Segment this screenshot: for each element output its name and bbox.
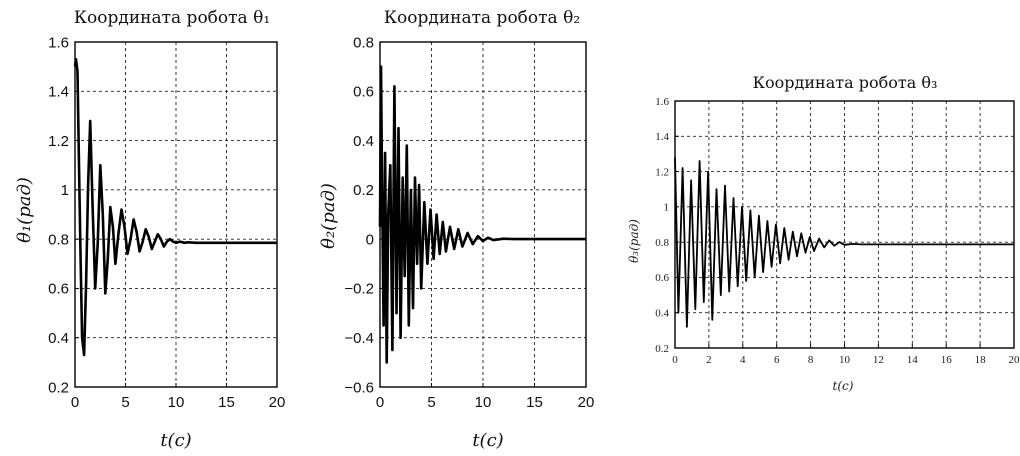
x-tick-label: 6 <box>774 354 780 366</box>
y-tick-label: −0.6 <box>344 379 374 396</box>
series-line <box>378 65 586 364</box>
series-line-0 <box>674 157 1014 328</box>
grid <box>675 101 1014 348</box>
y-tick-label: 1.6 <box>48 34 69 51</box>
y-tick-label: 0.6 <box>48 281 69 298</box>
series-line-0 <box>378 65 586 364</box>
y-tick-label: 1 <box>61 182 69 199</box>
x-tick-label: 20 <box>578 394 595 411</box>
series-line <box>674 157 1014 328</box>
x-tick-label: 0 <box>672 354 678 366</box>
x-tick-label: 14 <box>907 354 919 366</box>
chart-theta2: Координата робота θ₂ −0.6 −0.4 −0.2 0 0.2 0.4… <box>318 8 594 451</box>
y-axis-label: θ₂(рад) <box>318 183 339 249</box>
y-tick-label: 0.6 <box>353 84 374 101</box>
y-axis-label: θ₁(рад) <box>14 177 35 243</box>
y-tick-label: 0.4 <box>48 330 69 347</box>
y-tick-label: 0.8 <box>353 34 374 51</box>
y-tick-label: 0 <box>366 231 374 248</box>
x-axis-label: t(c) <box>160 430 191 451</box>
plot-frame <box>74 41 278 388</box>
x-tick-label: 5 <box>427 394 435 411</box>
y-tick-label: −0.4 <box>344 330 374 347</box>
x-tick-label: 10 <box>839 354 851 366</box>
x-tick-label: 18 <box>975 354 987 366</box>
y-tick-label: 1 <box>664 202 670 214</box>
y-tick-label: 1.6 <box>655 96 669 108</box>
y-tick-label: 0.2 <box>48 379 69 396</box>
y-tick-label: 0.6 <box>655 272 669 284</box>
x-tick-labels: 0 5 10 15 20 <box>376 383 595 411</box>
y-axis-label: θ₃(рад) <box>627 219 641 263</box>
x-tick-label: 12 <box>873 354 884 366</box>
x-tick-label: 5 <box>121 394 129 411</box>
y-tick-label: 1.4 <box>655 131 669 143</box>
y-tick-label: 1.4 <box>48 84 69 101</box>
x-axis-label: t(c) <box>833 379 854 393</box>
x-tick-label: 20 <box>1009 354 1020 366</box>
y-tick-label: 0.4 <box>655 307 669 319</box>
grid <box>75 42 277 387</box>
x-tick-label: 15 <box>526 394 543 411</box>
y-tick-labels: −0.6 −0.4 −0.2 0 0.2 0.4 0.6 0.8 <box>344 34 384 396</box>
x-tick-label: 0 <box>376 394 384 411</box>
x-tick-label: 16 <box>941 354 953 366</box>
chart-title: Координата робота θ₃ <box>753 73 938 92</box>
y-tick-label: 0.8 <box>48 231 69 248</box>
y-tick-label: −0.2 <box>344 281 374 298</box>
chart-title: Координата робота θ₁ <box>74 8 270 28</box>
y-tick-label: 1.2 <box>48 133 69 150</box>
y-tick-label: 0.4 <box>353 133 374 150</box>
chart-title: Координата робота θ₂ <box>384 8 580 28</box>
y-tick-label: 0.2 <box>353 182 374 199</box>
grid <box>380 42 586 387</box>
x-tick-label: 20 <box>269 394 286 411</box>
x-tick-labels: 0 5 10 15 20 <box>71 383 286 411</box>
y-tick-labels: 0.2 0.4 0.6 0.8 1 1.2 1.4 1.6 <box>48 34 79 396</box>
y-tick-labels: 0.2 0.4 0.6 0.8 1 1.2 1.4 1.6 <box>655 96 679 355</box>
series-line <box>73 57 277 357</box>
y-tick-label: 0.8 <box>655 237 669 249</box>
x-tick-label: 8 <box>808 354 814 366</box>
y-tick-label: 1.2 <box>655 166 669 178</box>
series-line-0 <box>73 57 277 357</box>
x-tick-label: 2 <box>706 354 712 366</box>
x-axis-label: t(c) <box>472 430 503 451</box>
x-tick-label: 10 <box>168 394 185 411</box>
x-tick-label: 4 <box>740 354 746 366</box>
x-tick-label: 0 <box>71 394 79 411</box>
chart-theta1: Координата робота θ₁ 0.2 0.4 0.6 0.8 1 1.2 1.4… <box>14 8 285 451</box>
x-tick-label: 10 <box>475 394 492 411</box>
x-tick-label: 15 <box>218 394 235 411</box>
y-tick-label: 0.2 <box>655 343 669 355</box>
x-tick-labels: 0 2 4 6 8 10 12 14 16 18 20 <box>672 344 1020 366</box>
chart-theta3: Координата робота θ₃ 0.2 0.4 0.6 0.8 1 1.2 1.4… <box>627 73 1020 393</box>
